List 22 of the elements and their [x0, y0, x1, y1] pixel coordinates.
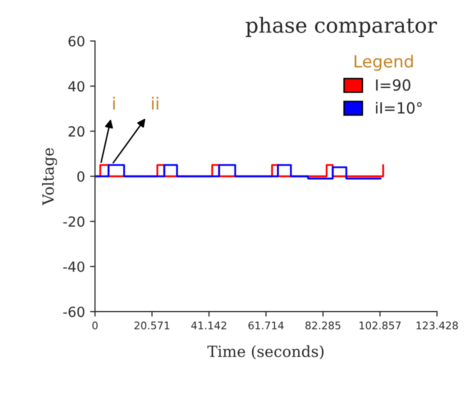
- x-axis-title: Time (seconds): [207, 345, 324, 360]
- annotation: i: [113, 96, 115, 110]
- legend-label: iI=10°: [376, 102, 422, 114]
- y-tick-label: 0: [77, 171, 84, 182]
- y-tick-label: -20: [63, 216, 84, 227]
- x-tick-label: 0: [92, 322, 98, 330]
- y-tick-label: 60: [68, 36, 84, 46]
- annotation: ii: [152, 96, 158, 110]
- legend-label: I=90: [376, 79, 410, 91]
- y-tick-label: -40: [63, 261, 84, 272]
- x-tick-label: 41.142: [191, 322, 226, 330]
- y-tick-label: 20: [68, 126, 84, 137]
- y-tick-label: 40: [68, 81, 84, 92]
- x-tick-label: 123.428: [416, 322, 458, 330]
- x-tick-label: 61.714: [248, 322, 284, 330]
- y-tick-label: -60: [63, 306, 84, 318]
- x-tick-label: 82.285: [305, 322, 340, 330]
- x-tick-label: 20.571: [134, 322, 170, 330]
- y-axis-title: Voltage: [42, 148, 58, 206]
- legend-title: Legend: [354, 54, 413, 71]
- x-tick-label: 102.857: [360, 322, 401, 330]
- chart-title: phase comparator: [246, 16, 437, 37]
